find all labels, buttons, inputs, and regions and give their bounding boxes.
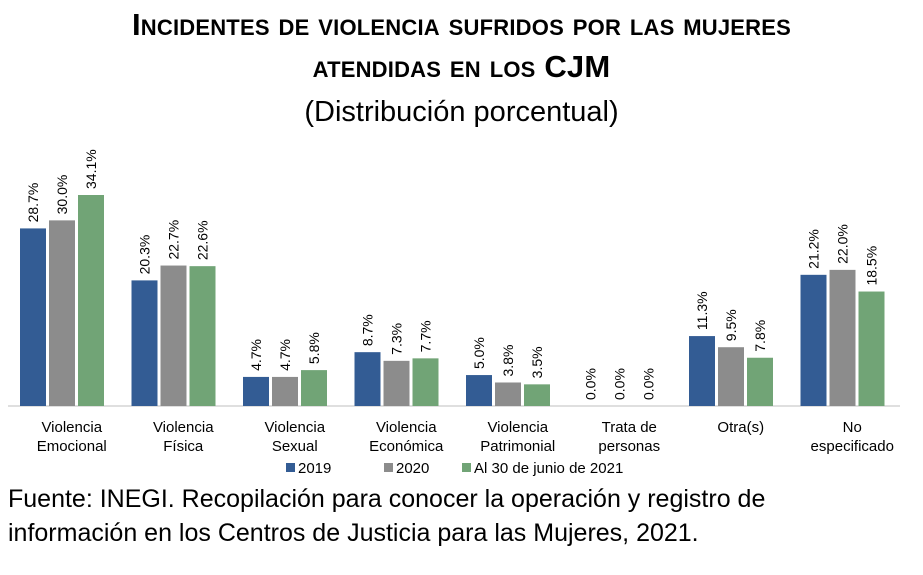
category-label: Violencia (376, 419, 437, 436)
bar (466, 375, 492, 406)
bar (243, 376, 269, 406)
bar (301, 370, 327, 406)
data-label: 3.5% (529, 346, 545, 378)
bar-chart: 28.7% 30.0% 34.1% Violencia Emocional 20.3% 22… (8, 149, 900, 477)
data-label: 0.0% (612, 368, 628, 400)
category-label: Emocional (37, 438, 107, 455)
chart-title-line1: Incidentes de violencia sufridos por las… (131, 7, 792, 42)
data-label: 5.0% (471, 337, 487, 369)
source-line2: información en los Centros de Justicia p… (8, 519, 699, 547)
data-label: 0.0% (583, 368, 599, 400)
data-label: 34.1% (83, 149, 99, 189)
category-label: Trata de (602, 419, 657, 436)
bar (49, 220, 75, 406)
category-label: especificado (811, 438, 894, 455)
data-label: 7.7% (418, 320, 434, 352)
data-label: 3.8% (500, 345, 516, 377)
bar (747, 357, 773, 406)
data-label: 20.3% (137, 235, 153, 275)
legend-swatch (286, 463, 295, 472)
data-label: 28.7% (25, 183, 41, 223)
chart-title-line2: atendidas en los CJM (312, 49, 611, 84)
data-label: 9.5% (723, 309, 739, 341)
category-label: personas (598, 438, 660, 455)
category-label: Sexual (272, 438, 318, 455)
bar (78, 195, 104, 406)
data-label: 0.0% (641, 368, 657, 400)
bar (800, 274, 827, 406)
category-label: Física (163, 438, 204, 455)
data-label: 7.8% (752, 320, 768, 352)
bar (858, 291, 885, 406)
bar (272, 376, 298, 406)
category-label: Violencia (264, 419, 325, 436)
category-label: Otra(s) (717, 419, 764, 436)
bar (20, 228, 46, 406)
legend-label: 2019 (298, 460, 331, 477)
category-label: Violencia (487, 419, 548, 436)
category-label: Violencia (41, 419, 102, 436)
category-label: Violencia (153, 419, 214, 436)
data-label: 4.7% (277, 339, 293, 371)
bar (412, 358, 439, 406)
data-label: 7.3% (389, 323, 405, 355)
bar (383, 360, 410, 406)
legend-swatch (462, 463, 471, 472)
bar (524, 384, 550, 406)
category-label: No (843, 419, 862, 436)
data-label: 5.8% (306, 332, 322, 364)
data-label: 22.0% (835, 224, 851, 264)
bar (718, 347, 744, 406)
legend-label: 2020 (396, 460, 429, 477)
category-label: Patrimonial (480, 438, 555, 455)
data-label: 4.7% (248, 339, 264, 371)
data-label: 22.7% (166, 220, 182, 260)
bar (160, 265, 187, 406)
legend-swatch (384, 463, 393, 472)
data-label: 22.6% (195, 220, 211, 260)
category-label: Económica (369, 438, 444, 455)
bar (829, 269, 856, 406)
bar (131, 280, 158, 406)
data-label: 18.5% (864, 246, 880, 286)
source-line1: Fuente: INEGI. Recopilación para conocer… (8, 485, 766, 513)
data-label: 21.2% (806, 229, 822, 269)
data-label: 11.3% (694, 291, 710, 330)
data-label: 8.7% (360, 314, 376, 346)
bar (354, 352, 381, 406)
bar (189, 266, 216, 406)
bar (495, 382, 521, 406)
chart-subtitle: (Distribución porcentual) (304, 96, 619, 128)
data-label: 30.0% (54, 175, 70, 215)
legend-label: Al 30 de junio de 2021 (474, 460, 623, 477)
bar (689, 336, 715, 406)
